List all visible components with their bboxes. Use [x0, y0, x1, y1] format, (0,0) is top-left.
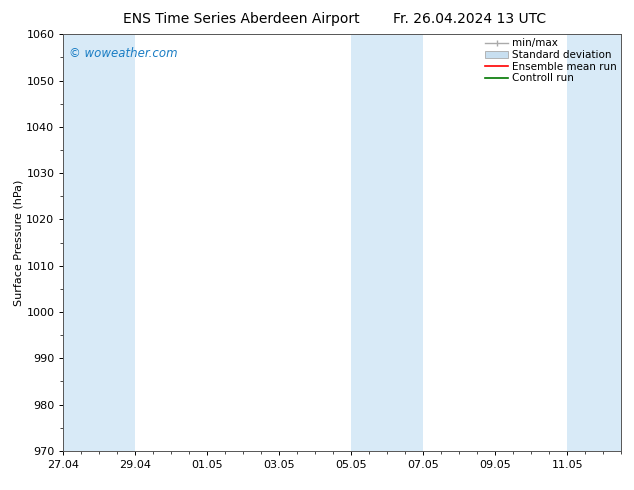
Bar: [63, 34, 136, 451]
Text: © woweather.com: © woweather.com: [69, 47, 178, 60]
Legend: min/max, Standard deviation, Ensemble mean run, Controll run: min/max, Standard deviation, Ensemble me…: [483, 36, 619, 85]
Text: ENS Time Series Aberdeen Airport: ENS Time Series Aberdeen Airport: [122, 12, 359, 26]
Bar: [351, 34, 424, 451]
Bar: [567, 34, 621, 451]
Y-axis label: Surface Pressure (hPa): Surface Pressure (hPa): [13, 179, 23, 306]
Text: Fr. 26.04.2024 13 UTC: Fr. 26.04.2024 13 UTC: [392, 12, 546, 26]
